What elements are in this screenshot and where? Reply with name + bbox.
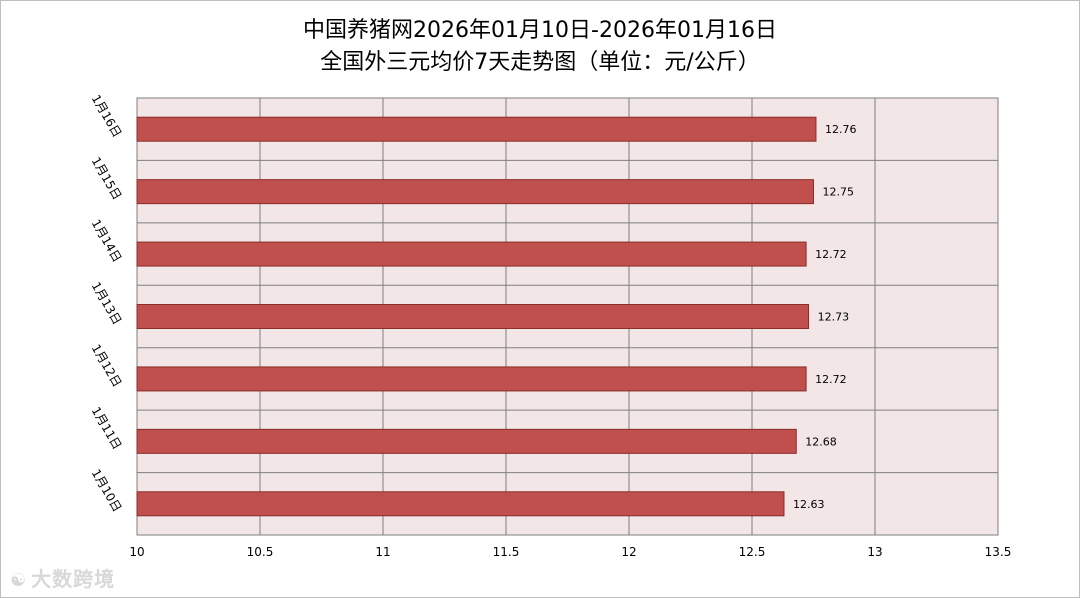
x-tick-label: 11.5 [493,545,520,559]
x-tick-label: 10 [129,545,144,559]
bar [136,116,817,142]
x-tick-label: 12 [621,545,636,559]
y-tick-label: 1月15日 [89,155,125,203]
bar [136,179,814,205]
y-tick-label: 1月16日 [89,92,125,140]
y-tick-label: 1月13日 [89,279,125,327]
x-tick-label: 11 [375,545,390,559]
data-label: 12.73 [818,311,850,324]
chart-subtitle: 全国外三元均价7天走势图（单位：元/公斤） [320,50,760,75]
x-tick-label: 13 [867,545,882,559]
data-label: 12.72 [815,248,847,261]
bar [136,366,807,392]
chart-title: 中国养猪网2026年01月10日-2026年01月16日 [303,18,777,43]
logo-icon: ☯ [10,570,28,591]
y-tick-label: 1月11日 [89,404,125,452]
y-tick-label: 1月12日 [89,342,125,390]
x-tick-label: 13.5 [985,545,1012,559]
bar [136,491,785,517]
bar [136,241,807,267]
data-label: 12.68 [805,435,837,448]
bar [136,304,810,329]
watermark: ☯ 大数跨境 [10,563,115,592]
y-tick-label: 1月14日 [89,217,125,265]
data-label: 12.72 [815,373,847,386]
data-label: 12.76 [825,123,857,136]
bar [136,428,797,454]
data-label: 12.63 [793,498,825,511]
watermark-text: 大数跨境 [31,567,116,591]
x-tick-label: 12.5 [739,545,766,559]
data-label: 12.75 [823,186,855,199]
y-tick-label: 1月10日 [89,467,125,515]
x-tick-label: 10.5 [247,545,274,559]
